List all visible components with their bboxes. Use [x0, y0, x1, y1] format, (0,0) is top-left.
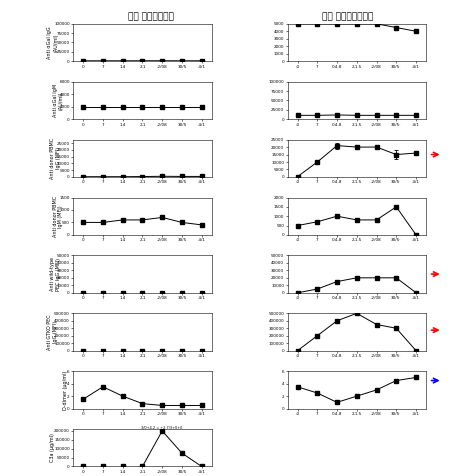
Y-axis label: C3a (μg/ml): C3a (μg/ml): [50, 433, 55, 462]
Text: 우안 부분각막이식: 우안 부분각막이식: [128, 12, 174, 21]
Y-axis label: Anti wild-type
PEC IgG (MFI): Anti wild-type PEC IgG (MFI): [50, 257, 61, 291]
Text: 좌안 부분각막재이식: 좌안 부분각막재이식: [322, 12, 374, 21]
Y-axis label: Anti αGal IgM
(AU/ml): Anti αGal IgM (AU/ml): [53, 84, 63, 117]
Y-axis label: Anti αGal IgG
(AU/ml): Anti αGal IgG (AU/ml): [47, 26, 58, 59]
Y-axis label: Anti donor PBMC
IgG (MFI): Anti donor PBMC IgG (MFI): [50, 138, 61, 179]
Y-axis label: D-dimer (μg/ml): D-dimer (μg/ml): [63, 370, 68, 409]
Y-axis label: Anti donor PBMC
IgM (MFI): Anti donor PBMC IgM (MFI): [53, 196, 64, 237]
Y-axis label: Anti GTKO PEC
IgG (MFI): Anti GTKO PEC IgG (MFI): [47, 314, 58, 350]
Text: 3/0+4.2 = +2.7/3+0+0: 3/0+4.2 = +2.7/3+0+0: [142, 426, 183, 430]
